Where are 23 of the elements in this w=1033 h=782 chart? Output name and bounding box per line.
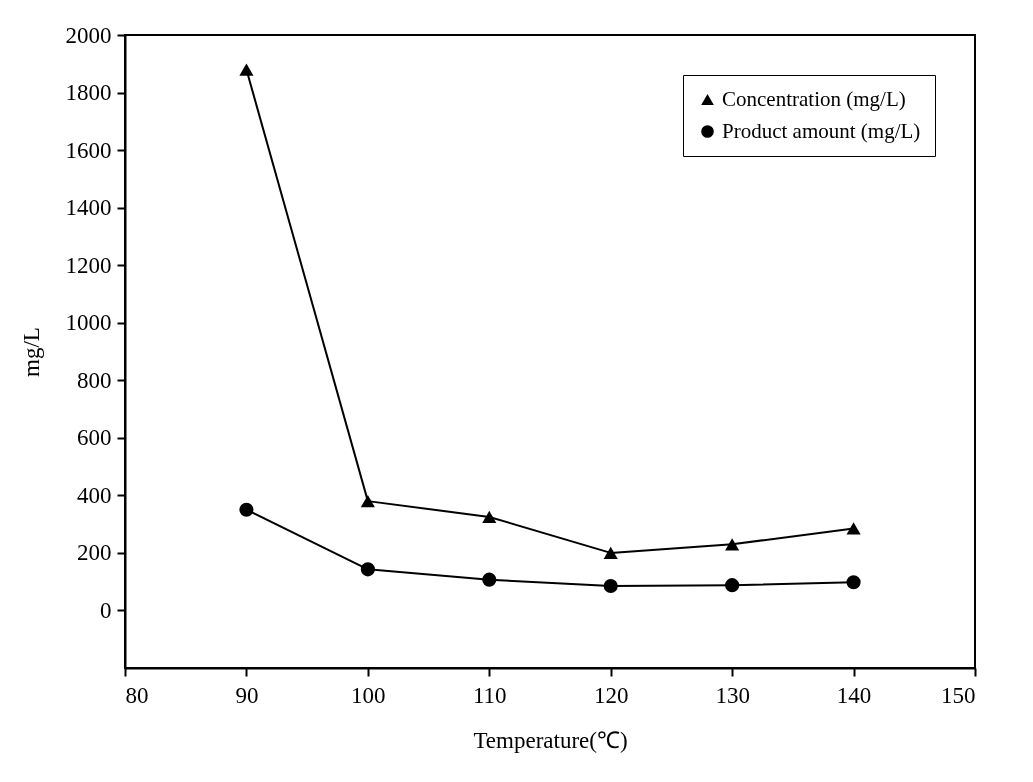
y-tick-label: 1800 (65, 80, 112, 106)
y-tick-label: 800 (77, 367, 112, 393)
y-tick-label: 1200 (65, 252, 112, 278)
x-tick-label: 130 (715, 682, 750, 708)
legend-label: Concentration (mg/L) (722, 86, 906, 111)
x-tick-label: 150 (941, 682, 976, 708)
y-tick-label: 400 (77, 482, 112, 508)
y-tick-label: 1400 (65, 195, 112, 221)
legend-label: Product amount (mg/L) (722, 118, 921, 143)
y-tick-label: 200 (77, 540, 112, 566)
y-tick-label: 2000 (65, 22, 112, 48)
y-tick-label: 1000 (65, 310, 112, 336)
x-tick-label: 90 (235, 682, 259, 708)
x-tick-label: 140 (836, 682, 872, 708)
x-tick-label: 80 (125, 682, 149, 708)
x-tick-label: 120 (593, 682, 629, 708)
x-tick-label: 110 (472, 682, 507, 708)
x-tick-label: 100 (351, 682, 386, 708)
y-axis-title: mg/L (18, 327, 44, 377)
y-tick-label: 1600 (65, 137, 112, 163)
y-tick-label: 600 (77, 425, 112, 451)
y-tick-label: 0 (100, 597, 112, 623)
x-axis-title: Temperature(℃) (473, 727, 628, 753)
